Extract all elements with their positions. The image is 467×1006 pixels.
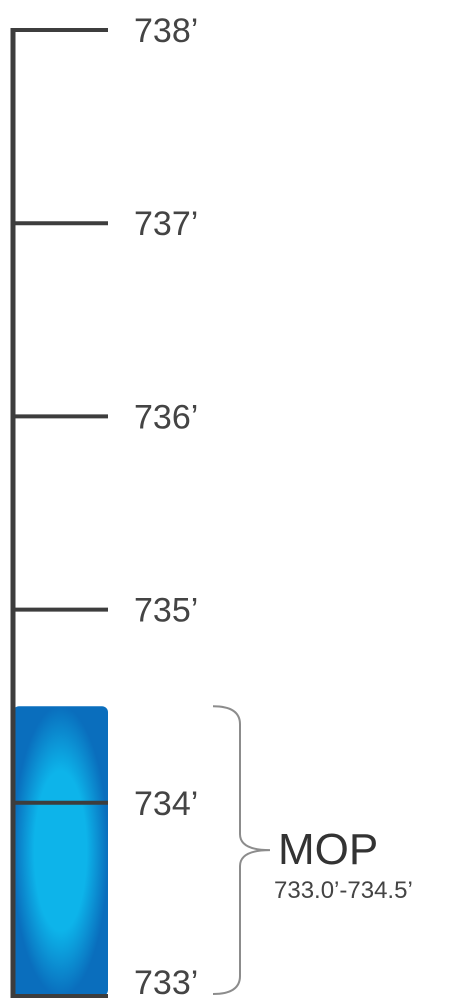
tick-label: 733’: [134, 964, 198, 1002]
tick-label: 737’: [134, 205, 198, 243]
tick-label: 734’: [134, 785, 198, 823]
tick-label: 735’: [134, 592, 198, 630]
range-sublabel: 733.0’-734.5’: [274, 877, 413, 904]
range-bracket: [212, 705, 271, 995]
tick-group: 738’ 737’ 736’ 735’ 734’ 733’: [13, 12, 198, 1002]
tick-label: 738’: [134, 12, 198, 50]
water-level-fill: [13, 706, 108, 996]
tick-label: 736’: [134, 398, 198, 436]
range-label: MOP: [278, 825, 378, 874]
